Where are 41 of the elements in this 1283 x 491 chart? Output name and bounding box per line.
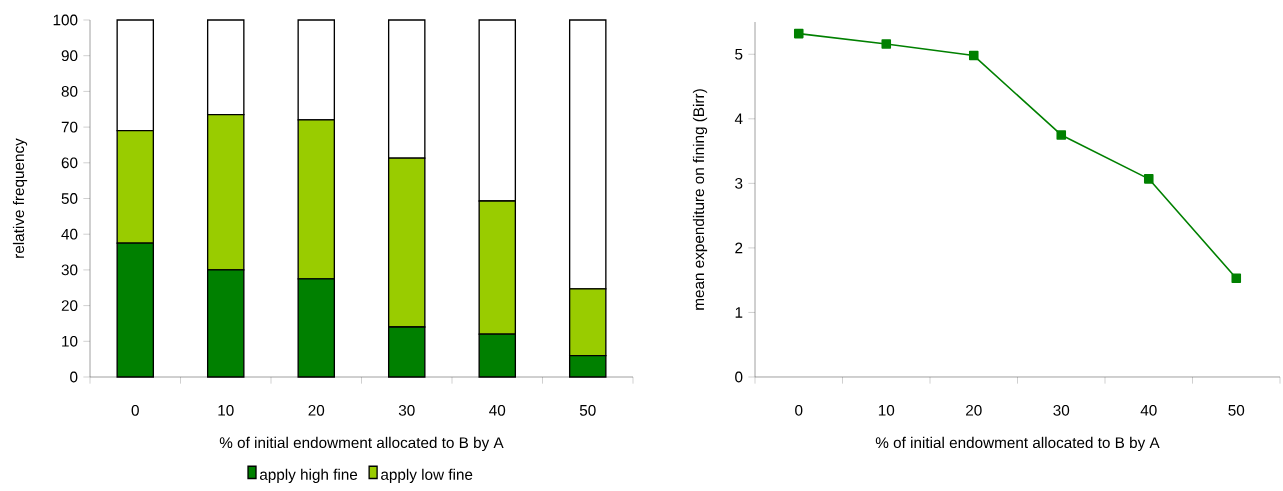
y-tick-label: 0 xyxy=(735,371,743,383)
y-tick-label: 3 xyxy=(735,177,743,189)
y-tick-label: 70 xyxy=(61,121,78,133)
x-tick-label: 40 xyxy=(489,404,506,416)
x-tick-label: 10 xyxy=(218,404,234,416)
y-axis-title: relative frequency xyxy=(12,138,28,258)
x-axis-title: % of initial endowment allocated to B by A xyxy=(219,436,504,452)
x-axis-title: % of initial endowment allocated to B by A xyxy=(875,436,1160,452)
y-tick-label: 20 xyxy=(61,300,78,311)
x-tick-label: 50 xyxy=(1228,404,1245,416)
point xyxy=(1143,174,1154,184)
legend-label: apply high fine xyxy=(259,468,358,483)
y-tick-label: 2 xyxy=(735,242,743,254)
y-tick-label: 4 xyxy=(734,113,743,125)
x-tick-label: 50 xyxy=(579,404,596,416)
x-tick-label: 0 xyxy=(795,404,803,416)
y-tick-label: 50 xyxy=(61,193,78,204)
point xyxy=(1231,273,1242,284)
x-tick-label: 10 xyxy=(878,404,895,416)
y-tick-label: 60 xyxy=(61,157,78,169)
x-tick-label: 0 xyxy=(131,404,139,416)
x-tick-label: 30 xyxy=(398,404,415,416)
y-tick-label: 90 xyxy=(61,50,78,62)
y-tick-label: 40 xyxy=(61,228,78,240)
point xyxy=(968,50,979,61)
y-tick-label: 30 xyxy=(61,264,78,276)
y-tick-label: 100 xyxy=(53,14,78,26)
x-tick-label: 20 xyxy=(308,404,325,416)
x-tick-label: 30 xyxy=(1053,404,1070,416)
y-tick-label: 80 xyxy=(61,85,78,97)
y-tick-label: 1 xyxy=(735,307,743,318)
point xyxy=(881,39,892,49)
point xyxy=(793,28,804,39)
y-tick-label: 10 xyxy=(62,335,78,347)
y-tick-label: 5 xyxy=(735,48,743,60)
legend-label: apply low fine xyxy=(381,468,473,483)
y-tick-label: 0 xyxy=(70,371,78,383)
y-axis-title: mean expenditure on fining (Birr) xyxy=(692,89,708,310)
x-tick-label: 20 xyxy=(966,404,982,416)
x-tick-label: 40 xyxy=(1140,404,1157,416)
point xyxy=(1056,130,1067,140)
